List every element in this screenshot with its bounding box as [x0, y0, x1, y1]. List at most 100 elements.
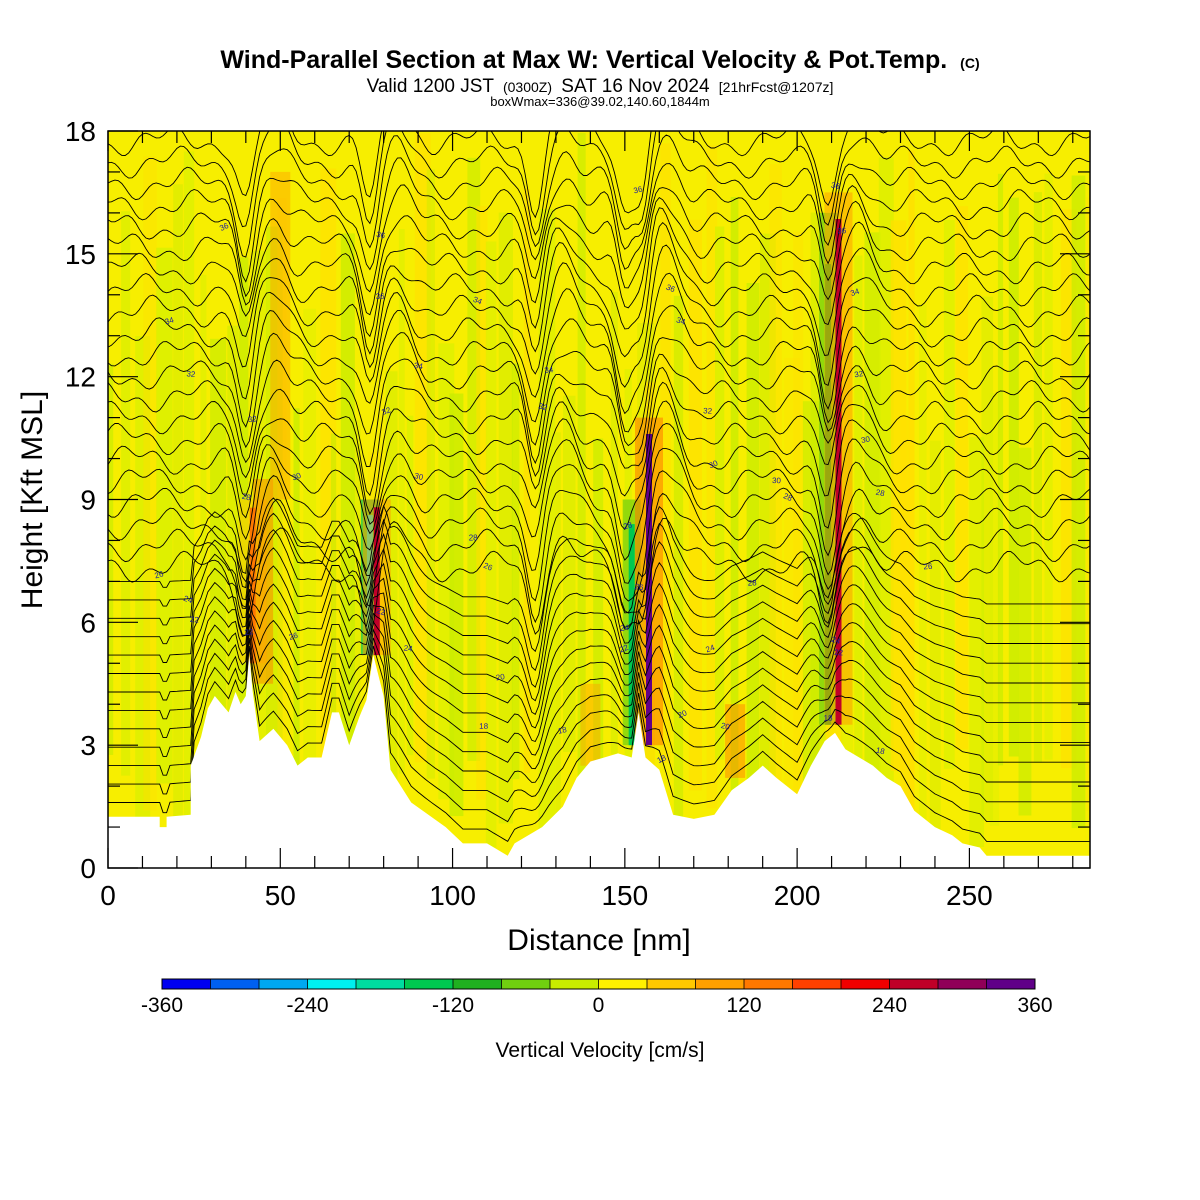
theta-contour-line — [108, 612, 1090, 770]
velocity-band — [523, 189, 530, 773]
x-tick-label: 50 — [265, 880, 296, 911]
colorbar-swatch — [695, 979, 745, 989]
x-tick-label: 200 — [774, 880, 821, 911]
velocity-band — [135, 336, 151, 839]
x-tick-label: 0 — [100, 880, 116, 911]
theta-contour-label: 20 — [677, 708, 689, 720]
theta-contour-label: 36 — [837, 226, 847, 235]
velocity-band — [1086, 197, 1090, 811]
x-tick-label: 100 — [429, 880, 476, 911]
velocity-band — [426, 169, 435, 779]
velocity-band — [330, 433, 337, 838]
velocity-band — [156, 247, 173, 784]
theta-contour-label: 22 — [834, 648, 844, 657]
velocity-band — [1018, 447, 1032, 816]
y-tick-label: 3 — [80, 730, 96, 761]
velocity-band — [908, 150, 915, 836]
velocity-band — [715, 226, 725, 760]
velocity-band — [406, 415, 414, 756]
theta-contour-label: 32 — [703, 406, 713, 416]
theta-contour-line — [108, 272, 1090, 415]
colorbar-swatch — [744, 979, 793, 989]
velocity-band — [476, 205, 488, 800]
theta-contour-label: 36 — [665, 283, 677, 295]
theta-contour-label: 22 — [189, 615, 199, 625]
colorbar-swatch — [453, 979, 502, 989]
theta-contour-label: 26 — [482, 561, 494, 573]
theta-contour-line — [108, 529, 1090, 688]
theta-contour-line — [108, 221, 1090, 358]
theta-contour-label: 32 — [381, 405, 393, 417]
theta-contour-line — [108, 423, 1090, 561]
theta-contour-label: 26 — [634, 582, 645, 592]
colorbar-swatch — [210, 979, 260, 989]
theta-contour-line — [108, 592, 1090, 743]
theta-contour-label: 30 — [772, 476, 782, 485]
theta-contour-label: 34 — [413, 361, 424, 371]
velocity-band — [918, 304, 927, 865]
theta-contour-label: 18 — [824, 714, 834, 723]
velocity-band — [1071, 175, 1086, 829]
colorbar-swatch — [889, 979, 939, 989]
velocity-band — [577, 133, 586, 812]
theta-contour-line — [108, 332, 1090, 449]
theta-contour-label: 32 — [247, 414, 257, 424]
theta-contour-label: 26 — [288, 631, 300, 642]
forecast-tag: [21hrFcst@1207z] — [719, 79, 834, 95]
y-tick-label: 12 — [65, 362, 96, 393]
colorbar-tick-label: -360 — [141, 994, 183, 1017]
theta-contour-line — [108, 517, 1090, 636]
chart-title: Wind-Parallel Section at Max W: Vertical… — [220, 46, 947, 74]
theta-contour-label: 20 — [720, 721, 731, 732]
theta-contour-label: 30 — [707, 458, 719, 470]
velocity-band — [660, 143, 671, 764]
colorbar-tick-label: 120 — [726, 994, 761, 1017]
theta-contour-label: 24 — [705, 643, 717, 655]
colorbar-swatch — [647, 979, 696, 989]
velocity-band — [200, 274, 207, 835]
theta-contour-label: 24 — [620, 623, 630, 633]
velocity-band — [293, 408, 300, 819]
theta-contour-label: 36 — [218, 221, 230, 233]
colorbar: -360 -240 -120 0 120 240 360 — [141, 978, 1053, 1017]
y-tick-label: 15 — [65, 239, 96, 270]
theta-contour-line — [108, 628, 1090, 803]
theta-contour-line — [108, 381, 1090, 515]
theta-contour-label: 30 — [291, 471, 303, 483]
velocity-band — [227, 325, 239, 848]
downdraft-core — [628, 524, 635, 746]
x-axis-ticks: 0 50 100 150 200 250 — [100, 131, 1074, 911]
colorbar-swatch — [841, 979, 890, 989]
updraft-core — [646, 434, 652, 746]
y-tick-label: 0 — [80, 853, 96, 884]
valid-time: Valid 1200 JST — [367, 76, 495, 97]
colorbar-tick-label: 240 — [872, 994, 907, 1017]
y-tick-label: 9 — [80, 485, 96, 516]
theta-contour-line — [108, 645, 1090, 843]
theta-contour-line — [108, 512, 1090, 672]
velocity-band — [997, 173, 1004, 766]
theta-contour-label: 18 — [479, 722, 489, 731]
theta-contour-label: 30 — [860, 434, 871, 445]
valid-date: SAT 16 Nov 2024 — [561, 76, 710, 97]
theta-contour-line — [108, 400, 1090, 531]
velocity-band — [266, 226, 283, 820]
theta-contour-line — [108, 637, 1090, 823]
velocity-band — [303, 308, 317, 851]
theta-contour-label: 18 — [656, 753, 668, 765]
theta-contour-label: 34 — [472, 295, 484, 307]
colorbar-swatch — [986, 979, 1036, 989]
theta-contour-label: 36 — [830, 181, 841, 192]
theta-contour-line — [108, 547, 1090, 702]
theta-contour-label: 36 — [633, 184, 644, 195]
velocity-band — [414, 133, 431, 763]
updraft-core — [249, 507, 256, 664]
theta-contour-label: 30 — [413, 471, 424, 482]
theta-contour-label: 18 — [557, 725, 568, 736]
velocity-band — [989, 393, 1000, 826]
theta-contour-label: 28 — [469, 533, 478, 542]
theta-contour-line — [108, 497, 1090, 653]
velocity-band — [969, 437, 985, 847]
theta-contour-label: 32 — [854, 369, 865, 379]
updraft-patch — [725, 704, 746, 778]
